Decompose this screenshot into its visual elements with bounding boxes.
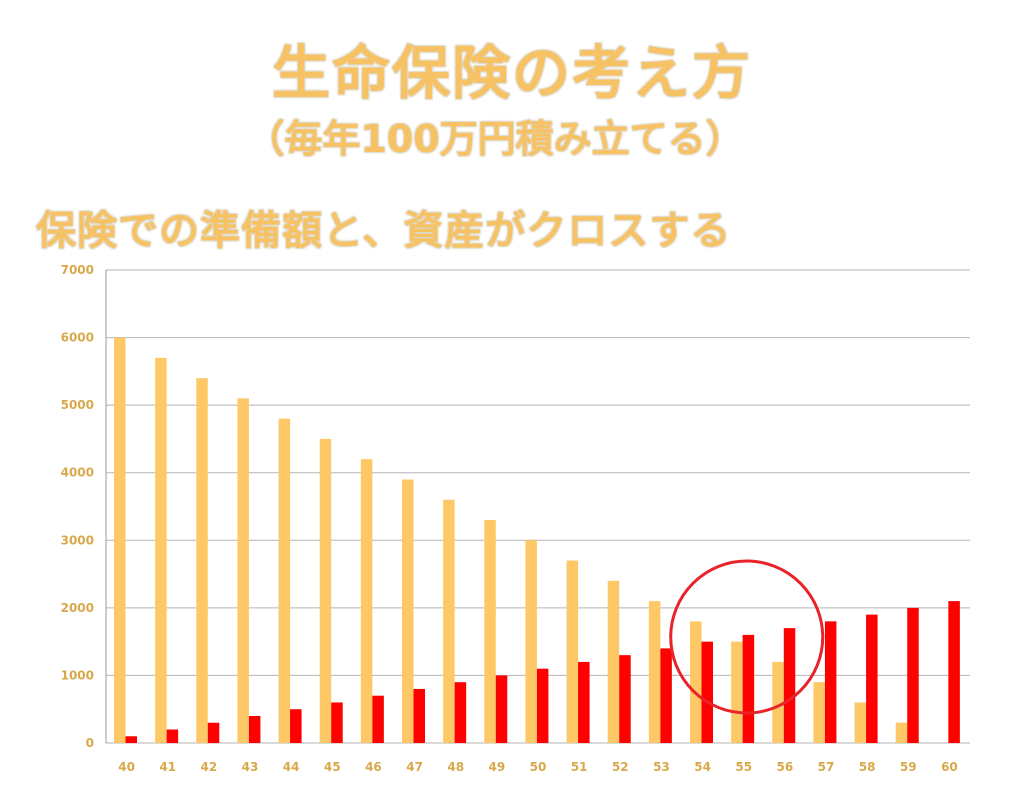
bar-insurance-40 <box>114 337 126 743</box>
bar-assets-48 <box>454 682 467 743</box>
x-tick-label: 56 <box>777 760 794 774</box>
x-tick-label: 43 <box>242 760 259 774</box>
bar-assets-55 <box>742 634 755 743</box>
bar-insurance-46 <box>360 459 373 743</box>
bar-assets-58 <box>866 614 878 743</box>
x-tick-label: 41 <box>159 760 176 774</box>
x-tick-label: 46 <box>365 760 382 774</box>
x-tick-label: 53 <box>653 760 670 774</box>
bar-insurance-51 <box>566 560 579 743</box>
x-tick-label: 49 <box>489 760 506 774</box>
bar-insurance-43 <box>237 398 249 743</box>
x-tick-label: 48 <box>447 760 464 774</box>
bar-insurance-41 <box>155 357 167 743</box>
bar-assets-47 <box>413 688 425 743</box>
section-heading: 保険での準備額と、資産がクロスする <box>36 208 732 254</box>
bar-insurance-55 <box>731 641 743 743</box>
bar-assets-54 <box>701 641 713 743</box>
x-tick-label: 47 <box>406 760 423 774</box>
y-tick-label: 6000 <box>61 331 94 345</box>
x-tick-label: 44 <box>283 760 300 774</box>
bar-insurance-45 <box>319 438 332 743</box>
y-tick-label: 4000 <box>61 466 94 480</box>
bar-assets-40 <box>125 736 137 743</box>
bar-insurance-54 <box>690 621 702 743</box>
bar-assets-60 <box>948 601 960 743</box>
x-tick-label: 60 <box>941 760 958 774</box>
bar-insurance-59 <box>895 722 908 743</box>
bar-assets-51 <box>578 661 590 743</box>
bar-assets-50 <box>536 668 549 743</box>
bar-assets-52 <box>619 655 631 743</box>
x-tick-label: 55 <box>735 760 752 774</box>
y-tick-label: 3000 <box>61 533 94 547</box>
x-tick-label: 52 <box>612 760 629 774</box>
y-tick-label: 5000 <box>61 398 94 412</box>
x-tick-label: 40 <box>118 760 135 774</box>
y-tick-label: 7000 <box>61 263 94 277</box>
bar-insurance-47 <box>402 479 414 743</box>
bar-assets-43 <box>248 715 261 743</box>
y-tick-label: 2000 <box>61 601 94 615</box>
bar-assets-45 <box>331 702 343 743</box>
x-tick-label: 57 <box>818 760 835 774</box>
x-tick-label: 45 <box>324 760 341 774</box>
x-tick-label: 42 <box>201 760 218 774</box>
annotation-circle <box>669 559 825 715</box>
bar-insurance-57 <box>813 682 825 743</box>
x-tick-label: 58 <box>859 760 876 774</box>
bar-assets-49 <box>495 675 508 743</box>
bar-assets-44 <box>290 709 302 743</box>
bar-insurance-56 <box>772 661 784 743</box>
bar-insurance-50 <box>525 540 537 743</box>
x-tick-label: 51 <box>571 760 588 774</box>
bar-assets-46 <box>372 695 384 743</box>
page-title: 生命保険の考え方 <box>271 39 752 107</box>
y-tick-label: 1000 <box>61 668 94 682</box>
bar-assets-42 <box>207 722 220 743</box>
bar-insurance-49 <box>484 520 496 743</box>
x-tick-label: 59 <box>900 760 917 774</box>
x-tick-label: 50 <box>530 760 547 774</box>
page-subtitle: （毎年100万円積み立てる） <box>246 117 744 161</box>
bar-insurance-53 <box>648 601 661 743</box>
x-tick-label: 54 <box>694 760 711 774</box>
y-tick-label: 0 <box>86 736 94 750</box>
bar-insurance-44 <box>278 418 291 743</box>
bar-insurance-58 <box>854 702 867 743</box>
bar-insurance-42 <box>196 378 208 743</box>
bar-assets-57 <box>824 621 837 743</box>
bar-insurance-52 <box>607 580 620 743</box>
bar-assets-41 <box>166 729 179 743</box>
bar-insurance-48 <box>443 499 455 743</box>
bar-assets-59 <box>907 607 919 743</box>
bar-assets-56 <box>783 628 796 743</box>
bar-assets-53 <box>660 648 672 743</box>
